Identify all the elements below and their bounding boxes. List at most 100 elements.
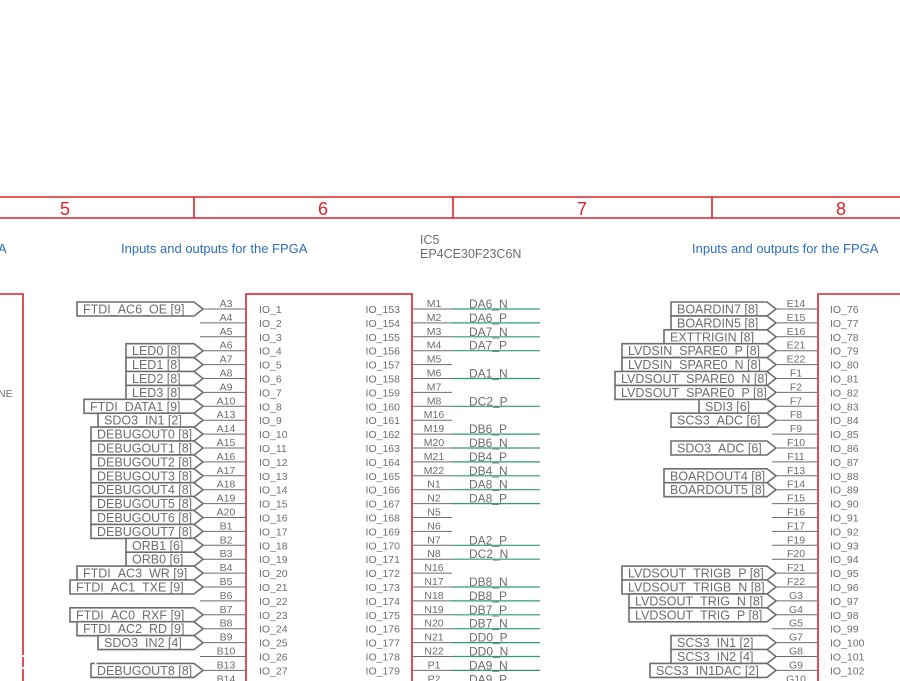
- net-label: DB7_N: [469, 617, 508, 631]
- port-flag: [698, 398, 778, 415]
- io-label: IO_161: [366, 415, 401, 427]
- port-flag: [76, 620, 205, 637]
- port-label: FTDI_AC0_RXF [9]: [76, 608, 184, 622]
- pin-number: F9: [790, 423, 802, 435]
- pin-number: A16: [217, 451, 236, 463]
- port-label: LVDSIN_SPARE0_P [8]: [628, 344, 760, 358]
- pin-number: N1: [427, 479, 441, 491]
- io-label: IO_178: [366, 652, 401, 664]
- pin-number: G5: [789, 618, 803, 630]
- net-label: DA9_P: [469, 672, 507, 681]
- io-label: IO_160: [366, 401, 401, 413]
- pin-number: N19: [424, 604, 443, 616]
- pin-number: N17: [424, 576, 443, 588]
- io-label: IO_158: [366, 374, 401, 386]
- port-label: SCS3_ADC [6]: [677, 414, 760, 428]
- io-label: IO_7: [259, 387, 282, 399]
- port-flag: [614, 384, 778, 401]
- port-label: ORB1 [6]: [132, 539, 183, 553]
- port-label: BOARDOUT4 [8]: [670, 469, 765, 483]
- port-label: ORB0 [6]: [132, 553, 183, 567]
- port-flag: [125, 370, 205, 387]
- io-label: IO_155: [366, 332, 401, 344]
- port-flag: [69, 579, 205, 595]
- frame-ruler: 5 6 7 8: [0, 196, 900, 219]
- io-label: IO_17: [259, 526, 288, 538]
- pin-number: F2: [790, 381, 802, 393]
- port-flag: [90, 509, 205, 526]
- io-label: IO_92: [830, 526, 859, 538]
- pin-number: F20: [787, 548, 805, 560]
- io-label: IO_9: [259, 415, 282, 427]
- pin-number: F14: [787, 479, 805, 491]
- io-label: IO_20: [259, 568, 288, 580]
- net-label: DB4_P: [469, 450, 507, 464]
- port-flag: [90, 495, 205, 512]
- pin-number: A6: [220, 340, 233, 352]
- io-label: IO_11: [259, 443, 287, 455]
- port-label: SDO3_IN2 [4]: [104, 636, 182, 650]
- port-flag: [670, 301, 778, 317]
- io-label: IO_1: [259, 304, 282, 316]
- io-label: IO_98: [830, 610, 859, 622]
- io-label: IO_85: [830, 429, 859, 441]
- watermark-text: 大数踪行: [43, 655, 99, 671]
- io-label: IO_177: [366, 638, 401, 650]
- io-label: IO_101: [830, 652, 865, 664]
- io-label: IO_166: [366, 485, 401, 497]
- pin-number: B4: [220, 562, 233, 574]
- io-label: IO_2: [259, 318, 282, 330]
- io-label: IO_157: [366, 360, 401, 372]
- pin-number: B13: [217, 659, 236, 671]
- port-label: DEBUGOUT1 [8]: [97, 442, 192, 456]
- pin-number: M2: [427, 312, 442, 324]
- net-label: DA8_N: [469, 478, 508, 492]
- net-label: DC2_N: [469, 547, 508, 561]
- net-label: DA7_N: [469, 325, 508, 339]
- pin-number: B7: [220, 604, 233, 616]
- io-label: IO_82: [830, 387, 859, 399]
- pin-number: N16: [424, 562, 443, 574]
- io-label: IO_6: [259, 374, 282, 386]
- port-flag: [90, 662, 205, 679]
- pin-number: M19: [424, 423, 445, 435]
- net-label: DA1_N: [469, 367, 508, 381]
- port-flag: [621, 342, 778, 359]
- io-label: IO_176: [366, 624, 401, 636]
- pin-number: M16: [424, 409, 445, 421]
- port-label: LVDSOUT_TRIGB_N [8]: [628, 581, 765, 595]
- pin-number: F15: [787, 493, 805, 505]
- right-pin-group: E14 IO_76 BOARDIN7 [8] E15 IO_77 BOARDIN5 [8]…: [614, 298, 865, 681]
- ic-part-number: EP4CE30F23C6N: [420, 247, 521, 261]
- port-flag: [97, 412, 205, 429]
- io-label: IO_10: [259, 429, 288, 441]
- pin-number: N5: [427, 507, 441, 519]
- port-flag: [76, 301, 205, 317]
- port-label: FTDI_AC1_TXE [9]: [76, 581, 184, 595]
- pin-number: N7: [427, 534, 441, 546]
- port-label: BOARDIN7 [8]: [677, 303, 758, 317]
- io-label: IO_18: [259, 540, 288, 552]
- pin-number: A4: [220, 312, 233, 324]
- port-flag: [628, 593, 778, 609]
- ruler-column-number: 7: [577, 199, 587, 219]
- net-label: DA9_N: [469, 658, 508, 672]
- pin-number: P1: [428, 659, 441, 671]
- port-label: LED1 [8]: [132, 358, 181, 372]
- port-label: DEBUGOUT3 [8]: [97, 469, 192, 483]
- port-label: LVDSOUT_SPARE0_P [8]: [621, 386, 767, 400]
- port-flag: [649, 662, 778, 679]
- pin-number: A9: [220, 381, 233, 393]
- pin-number: M22: [424, 465, 445, 477]
- port-flag: [670, 634, 778, 651]
- port-flag: [663, 328, 778, 345]
- pin-number: B9: [220, 632, 233, 644]
- pin-number: M21: [424, 451, 445, 463]
- net-label: DD0_N: [469, 645, 508, 659]
- port-label: LVDSOUT_SPARE0_N [8]: [621, 372, 768, 386]
- io-label: IO_76: [830, 304, 859, 316]
- port-flag: [83, 398, 205, 415]
- left-pin-group: A3 IO_1 FTDI_AC6_OE [9] A4 IO_2 A5 IO_3 A6 IO_4 L…: [69, 298, 288, 681]
- ruler-column-number: 6: [318, 199, 328, 219]
